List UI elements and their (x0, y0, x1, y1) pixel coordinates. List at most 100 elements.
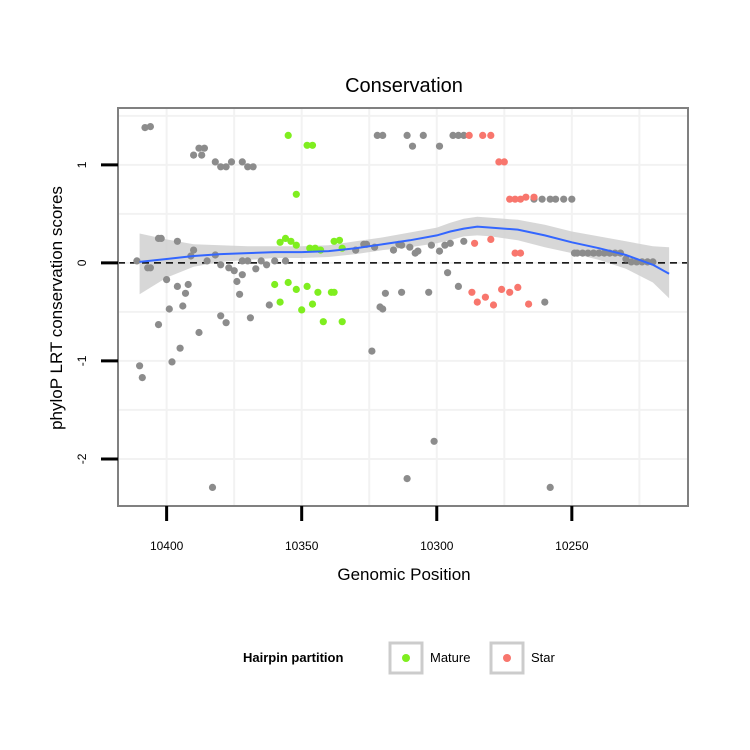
data-point-mature (284, 131, 292, 139)
data-point-other (217, 312, 225, 320)
data-point-other (176, 344, 184, 352)
data-point-other (546, 483, 554, 491)
data-point-other (246, 314, 254, 322)
data-point-other (157, 234, 165, 242)
data-point-other (217, 261, 225, 269)
data-point-other (435, 247, 444, 255)
data-point-other (265, 301, 273, 309)
data-point-other (217, 163, 225, 171)
x-tick-label: 10250 (555, 539, 589, 553)
data-point-other (244, 163, 252, 171)
data-point-mature (338, 318, 346, 326)
data-point-other (381, 289, 389, 297)
data-point-mature (292, 190, 300, 198)
data-point-other (435, 142, 444, 150)
data-point-mature (311, 244, 319, 252)
legend-dot-mature (402, 654, 410, 662)
data-point-mature (306, 244, 314, 252)
data-point-star (498, 285, 506, 293)
data-point-other (573, 249, 581, 257)
data-point-other (173, 237, 181, 245)
data-point-other (444, 269, 452, 277)
data-point-other (249, 163, 257, 171)
data-point-other (222, 319, 230, 327)
data-point-mature (303, 282, 311, 290)
legend-label-star: Star (531, 650, 556, 665)
data-point-other (211, 158, 219, 166)
data-point-other (263, 261, 271, 269)
data-point-star (530, 193, 538, 201)
data-point-mature (330, 288, 338, 296)
data-point-other (271, 257, 279, 265)
data-point-star (468, 288, 476, 296)
data-point-other (460, 131, 468, 139)
data-point-other (136, 362, 144, 370)
data-point-other (227, 158, 236, 166)
data-point-other (238, 271, 246, 279)
data-point-other (163, 276, 171, 284)
data-point-other (627, 258, 635, 266)
data-points (133, 123, 657, 491)
data-point-other (190, 246, 198, 254)
data-point-other (236, 290, 244, 298)
data-point-other (538, 195, 546, 203)
data-point-other (225, 264, 233, 272)
data-point-other (173, 282, 181, 290)
data-point-other (560, 195, 568, 203)
data-point-other (600, 249, 608, 257)
x-tick-label: 10400 (150, 539, 184, 553)
data-point-mature (276, 238, 284, 246)
data-point-other (589, 249, 598, 257)
data-point-mature (292, 241, 300, 249)
plot-frame (117, 107, 689, 507)
data-point-other (257, 257, 265, 265)
data-point-mature (319, 318, 327, 326)
data-point-other (184, 280, 192, 289)
x-axis: 10400 10350 10300 10250 (150, 506, 589, 553)
data-point-star (516, 249, 525, 257)
y-axis: -2 -1 0 1 (75, 161, 118, 464)
data-point-star (473, 298, 481, 306)
legend-label-mature: Mature (430, 650, 470, 665)
data-point-other (379, 305, 387, 313)
data-point-other (141, 124, 149, 132)
data-point-other (133, 257, 141, 265)
data-point-mature (317, 246, 325, 254)
data-point-mature (292, 285, 300, 293)
data-point-mature (298, 306, 306, 314)
data-point-other (238, 158, 246, 166)
data-point-other (222, 163, 230, 171)
data-point-star (525, 300, 533, 308)
data-point-other (154, 321, 163, 329)
data-point-other (579, 249, 587, 257)
data-point-mature (308, 300, 317, 308)
legend: Hairpin partition Mature Star (243, 641, 556, 675)
data-point-star (479, 131, 487, 139)
data-point-other (146, 264, 154, 272)
data-point-mature (281, 234, 290, 242)
data-point-other (454, 282, 462, 290)
data-point-other (168, 358, 176, 366)
legend-dot-star (503, 654, 511, 662)
data-point-other (373, 131, 381, 139)
y-tick-label: 1 (75, 161, 89, 168)
data-point-other (252, 265, 260, 273)
data-point-other (419, 131, 427, 139)
y-tick-label: 0 (75, 259, 89, 266)
x-tick-label: 10350 (285, 539, 319, 553)
data-point-mature (303, 141, 311, 149)
data-point-star (487, 235, 495, 243)
data-point-other (181, 289, 190, 297)
data-point-mature (330, 237, 338, 245)
data-point-other (460, 237, 468, 245)
data-point-other (244, 257, 252, 265)
data-point-other (200, 144, 208, 152)
data-point-other (403, 475, 411, 483)
data-point-star (511, 249, 519, 257)
y-axis-title: phyloP LRT conservation scores (47, 186, 66, 430)
data-point-star (471, 239, 479, 247)
data-point-other (425, 288, 433, 296)
data-point-other (230, 267, 238, 275)
y-tick-label: -1 (75, 355, 89, 366)
